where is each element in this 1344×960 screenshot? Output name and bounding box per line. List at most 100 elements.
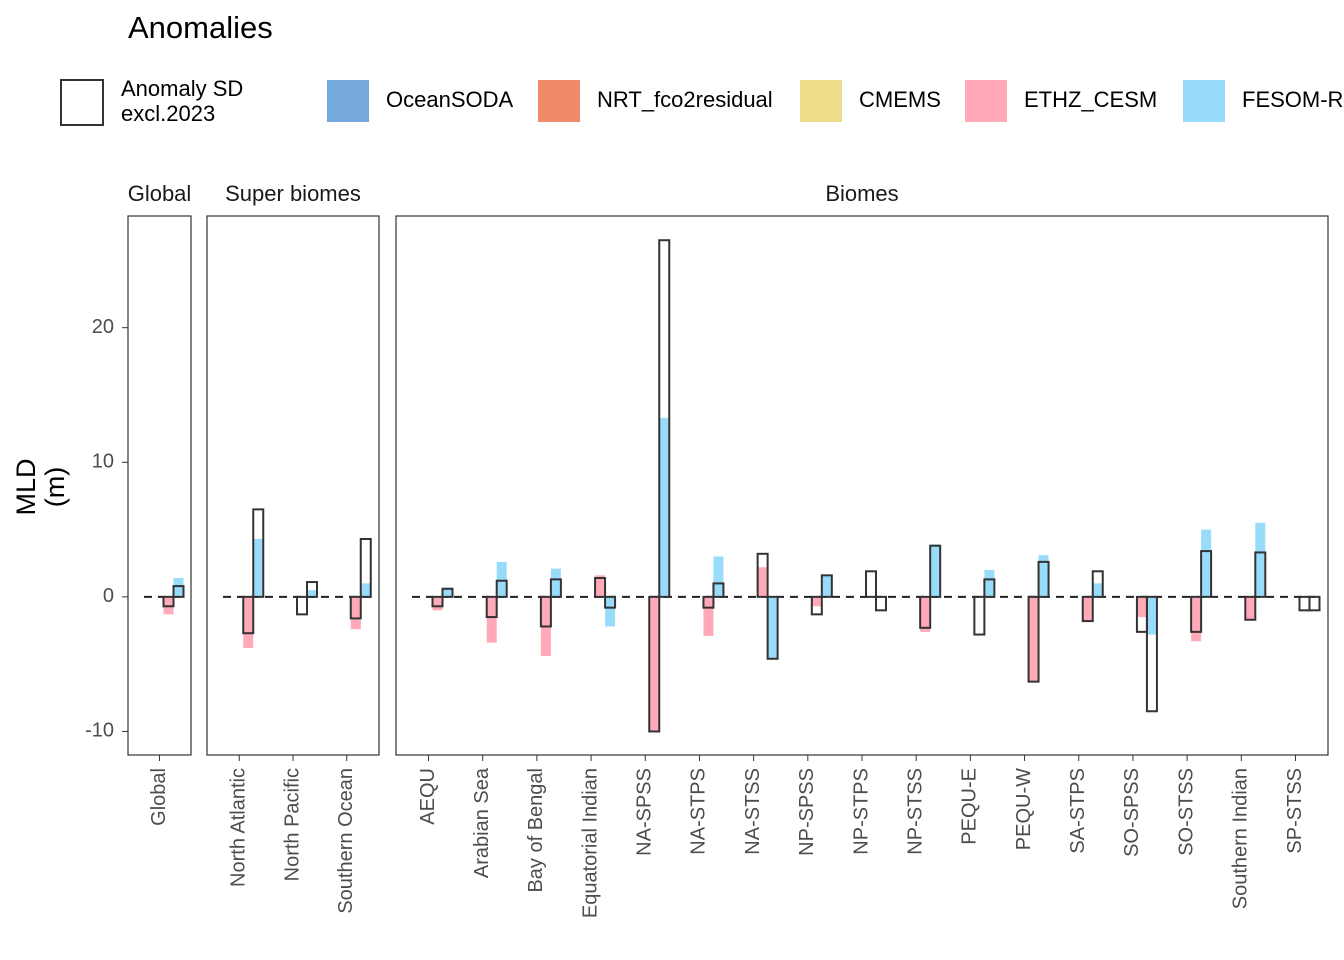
sd-outline	[1190, 595, 1203, 633]
sd-outline	[756, 552, 769, 598]
bar	[1146, 596, 1157, 635]
sd-outline	[252, 508, 265, 598]
sd-outline	[172, 585, 185, 598]
bar	[605, 596, 616, 627]
sd-outline	[875, 595, 887, 612]
bar	[253, 538, 264, 597]
x-tick-label: AEQU	[417, 768, 439, 825]
sd-outline	[539, 595, 552, 628]
x-tick-label: PEQU-E	[959, 768, 981, 845]
bar	[243, 596, 254, 649]
bar	[703, 596, 714, 636]
bar	[1245, 596, 1256, 620]
bar	[442, 587, 453, 597]
legend-key-sd	[60, 79, 104, 126]
legend-key	[1183, 80, 1225, 122]
bar	[1028, 596, 1039, 682]
x-tick-label: NP-STSS	[904, 768, 926, 855]
bar	[360, 583, 371, 597]
bar	[757, 567, 768, 597]
x-tick-label: PEQU-W	[1013, 768, 1035, 850]
panel-border	[206, 215, 380, 756]
sd-outline	[820, 574, 833, 598]
x-tick-label: Bay of Bengal	[525, 768, 547, 893]
bar	[173, 578, 184, 597]
facet-title: Global	[128, 181, 192, 206]
legend-label: OceanSODA	[386, 87, 513, 112]
bar	[1038, 555, 1049, 597]
bar	[649, 596, 660, 732]
bar	[1136, 596, 1147, 618]
x-tick-label: Equatorial Indian	[579, 768, 601, 918]
sd-outline	[1244, 595, 1257, 621]
strip-label-bg	[396, 180, 1328, 210]
x-tick-label: SO-SPSS	[1121, 768, 1143, 857]
facet-title: Super biomes	[225, 181, 361, 206]
sd-outline	[296, 595, 308, 616]
sd-outline	[702, 595, 715, 609]
sd-outline	[485, 595, 498, 619]
sd-outline	[359, 537, 372, 598]
legend-key	[538, 80, 580, 122]
sd-outline	[1081, 595, 1094, 623]
legend-key	[965, 80, 1007, 122]
bar	[350, 596, 361, 630]
sd-outline	[1091, 570, 1104, 598]
x-tick-label: Arabian Sea	[471, 767, 493, 878]
y-axis-label: MLD	[11, 458, 41, 515]
legend-label: NRT_fco2residual	[597, 87, 773, 112]
x-tick-label: Southern Ocean	[335, 768, 357, 914]
sd-outline	[766, 595, 779, 660]
bar	[432, 596, 443, 611]
bar	[811, 596, 822, 607]
x-tick-label: North Pacific	[281, 768, 303, 881]
legend-label: FESOM-R	[1242, 87, 1343, 112]
legend-key	[327, 80, 369, 122]
bar	[1092, 583, 1103, 597]
sd-outline	[973, 595, 986, 636]
sd-outline	[1145, 595, 1158, 713]
sd-outline	[712, 582, 725, 598]
bar	[1201, 529, 1212, 597]
bar	[930, 544, 941, 597]
y-axis-label: (m)	[40, 467, 70, 507]
sd-outline	[865, 570, 877, 598]
sd-outline	[1254, 551, 1267, 598]
sd-outline	[983, 578, 996, 598]
legend-key	[800, 80, 842, 122]
legend-label: ETHZ_CESM	[1024, 87, 1157, 112]
legend-label: Anomaly SD	[121, 76, 243, 101]
x-tick-label: NA-STSS	[742, 768, 764, 855]
bar	[767, 596, 778, 659]
x-tick-label: Southern Indian	[1230, 768, 1252, 909]
bar	[984, 569, 995, 597]
x-tick-label: NP-STPS	[850, 768, 872, 855]
sd-outline	[431, 595, 444, 608]
facet-title: Biomes	[825, 181, 898, 206]
x-tick-label: NA-STPS	[688, 768, 710, 855]
sd-outline	[604, 595, 617, 609]
sd-outline	[242, 595, 255, 635]
panel-border	[127, 215, 192, 756]
sd-outline	[1200, 550, 1213, 598]
bar	[595, 575, 606, 597]
bar	[821, 575, 832, 597]
x-tick-label: SA-STPS	[1067, 768, 1089, 854]
sd-outline	[162, 595, 175, 608]
sd-outline	[594, 577, 607, 598]
sd-outline	[658, 239, 671, 598]
y-tick-label: -10	[85, 720, 114, 742]
sd-outline	[1308, 595, 1321, 612]
bar	[1255, 522, 1266, 597]
sd-outline	[810, 595, 823, 616]
x-tick-label: SO-STSS	[1175, 768, 1197, 856]
bar	[920, 596, 931, 632]
sd-outline	[349, 595, 362, 620]
sd-outline	[495, 579, 508, 598]
x-tick-label: NA-SPSS	[634, 768, 656, 856]
sd-outline	[441, 587, 454, 598]
bar	[550, 568, 561, 597]
sd-outline	[648, 595, 661, 733]
chart-title: Anomalies	[128, 10, 273, 45]
x-tick-label: SP-STSS	[1284, 768, 1306, 854]
